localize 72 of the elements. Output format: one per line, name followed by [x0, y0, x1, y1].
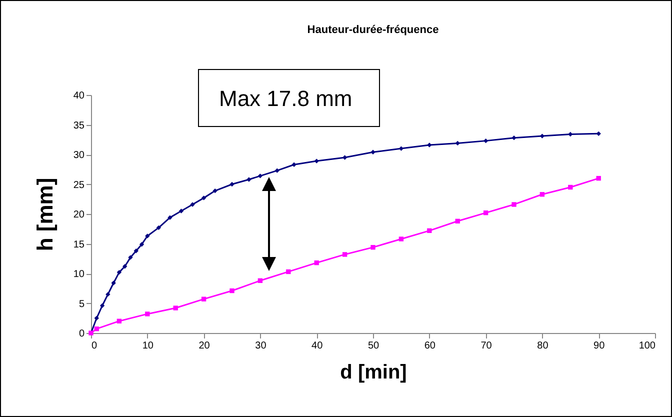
- point: [258, 278, 263, 283]
- y-tick-label: 10: [73, 269, 85, 280]
- point: [455, 140, 460, 146]
- y-tick-label: 15: [73, 239, 85, 250]
- point: [483, 138, 488, 144]
- point: [427, 228, 432, 234]
- point: [455, 218, 460, 224]
- x-tick-label: 70: [480, 340, 492, 352]
- point: [94, 316, 99, 320]
- x-tick-label: 30: [255, 340, 267, 352]
- point: [145, 234, 150, 238]
- point: [139, 242, 144, 247]
- y-tick-label: 0: [78, 328, 85, 340]
- x-axis-title: d [min]: [340, 362, 407, 384]
- point: [540, 192, 545, 197]
- point: [370, 150, 376, 154]
- x-tick-label: 60: [424, 340, 436, 352]
- point: [134, 248, 138, 254]
- y-tick-label: 30: [73, 150, 85, 161]
- annotation: Max 17.8 mm: [198, 69, 380, 127]
- point: [128, 255, 133, 260]
- x-tick-label: 90: [594, 340, 606, 352]
- y-tick-label: 5: [78, 298, 85, 310]
- point: [596, 176, 601, 181]
- point: [314, 158, 319, 164]
- x-tick-label: 50: [368, 340, 380, 352]
- point: [156, 225, 162, 230]
- x-tick-label: 0: [92, 340, 98, 352]
- y-axis-title: h [mm]: [32, 178, 58, 252]
- point: [258, 174, 263, 178]
- point: [111, 280, 116, 286]
- point: [230, 288, 234, 294]
- point: [106, 292, 110, 297]
- point: [212, 188, 218, 194]
- point: [596, 131, 601, 136]
- x-tick-label: 10: [142, 340, 154, 352]
- point: [512, 135, 516, 140]
- point: [274, 168, 280, 173]
- point: [342, 252, 348, 257]
- chart-title: Hauteur-durée-fréquence: [307, 24, 439, 36]
- point: [568, 184, 573, 190]
- y-tick-label: 25: [73, 180, 85, 191]
- point: [94, 326, 99, 332]
- point: [568, 132, 573, 137]
- point: [168, 215, 172, 220]
- x-tick-label: 100: [638, 340, 656, 352]
- point: [201, 296, 206, 302]
- point: [398, 236, 404, 242]
- point: [116, 270, 122, 275]
- point: [145, 312, 150, 316]
- point: [201, 196, 206, 200]
- point: [230, 182, 234, 187]
- point: [370, 244, 376, 250]
- y-tick-label: 20: [73, 210, 85, 220]
- point: [122, 264, 128, 269]
- point: [173, 306, 178, 310]
- point: [292, 162, 296, 167]
- point: [314, 260, 319, 266]
- point: [286, 269, 291, 274]
- point: [512, 202, 516, 207]
- point: [178, 208, 184, 214]
- point: [246, 177, 252, 182]
- x-tick-label: 80: [537, 340, 549, 352]
- x-tick-label: 20: [198, 340, 210, 352]
- y-tick-label: 40: [73, 90, 85, 102]
- point: [100, 303, 105, 308]
- y-tick-label: 35: [73, 120, 85, 132]
- point: [483, 210, 488, 216]
- point: [116, 318, 122, 324]
- point: [427, 142, 432, 148]
- x-tick-label: 40: [312, 340, 324, 352]
- point: [190, 202, 195, 207]
